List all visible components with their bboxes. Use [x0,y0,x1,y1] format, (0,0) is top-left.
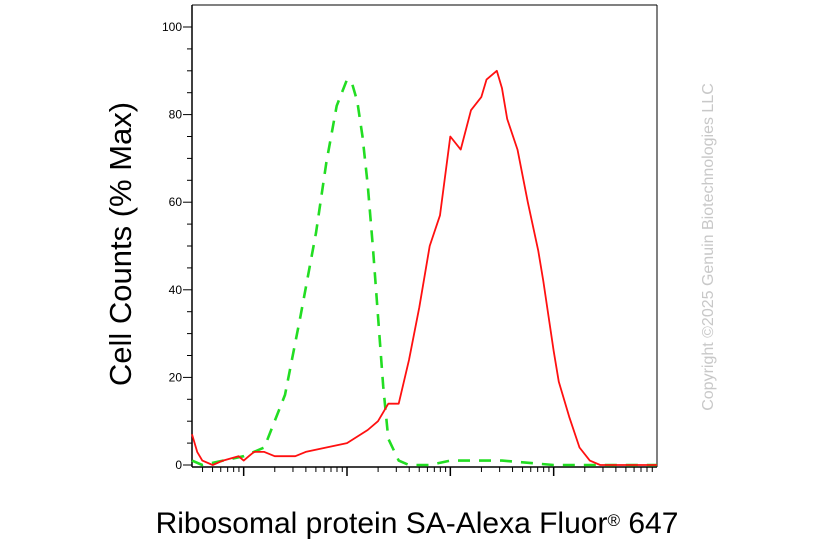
y-tick-label: 80 [169,108,183,122]
sample-histogram-line [191,69,657,466]
y-tick-label: 100 [162,20,182,34]
y-tick-label: 60 [169,195,183,209]
x-axis-label: Ribosomal protein SA-Alexa Fluor® 647 [0,507,834,541]
control-histogram-line [191,78,657,467]
copyright-watermark: Copyright ©2025 Genuin Biotechnologies L… [700,83,717,411]
y-tick-label: 0 [175,458,182,472]
x-axis [202,467,653,476]
x-axis-label-text: Ribosomal protein SA-Alexa Fluor [155,507,608,540]
registered-mark: ® [607,511,620,530]
series-layer [191,69,657,467]
y-tick-label: 20 [169,370,183,384]
x-axis-label-suffix: 647 [628,507,679,540]
plot-frame [191,4,658,468]
y-tick-label: 40 [169,283,183,297]
y-axis: 0 20 40 60 80 100 [162,20,192,472]
y-axis-label: Cell Counts (% Max) [103,102,138,386]
